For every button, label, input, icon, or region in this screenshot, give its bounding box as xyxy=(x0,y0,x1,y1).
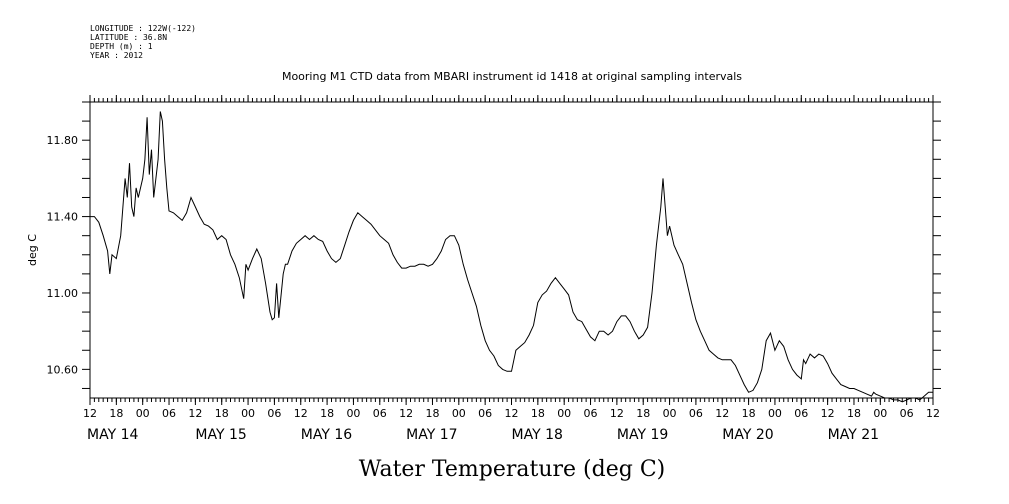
x-tick-label: 12 xyxy=(505,407,519,420)
x-tick-label: 00 xyxy=(346,407,360,420)
x-tick-label: 00 xyxy=(873,407,887,420)
day-label: MAY 21 xyxy=(828,427,879,443)
x-tick-label: 18 xyxy=(425,407,439,420)
day-labels: MAY 14 MAY 15 MAY 16 MAY 17 MAY 18 MAY 19 MAY … xyxy=(87,427,879,443)
x-tick-label: 12 xyxy=(188,407,202,420)
depth-label: DEPTH (m) : 1 xyxy=(90,42,153,51)
x-tick-label: 06 xyxy=(267,407,281,420)
chart-title: Mooring M1 CTD data from MBARI instrumen… xyxy=(282,70,742,83)
x-tick-label: 18 xyxy=(531,407,545,420)
y-tick-label: 10.60 xyxy=(47,363,79,376)
day-label: MAY 15 xyxy=(195,427,246,443)
x-tick-label: 18 xyxy=(320,407,334,420)
y-tick-label: 11.40 xyxy=(47,211,79,224)
x-tick-label: 00 xyxy=(452,407,466,420)
x-tick-label: 12 xyxy=(926,407,940,420)
day-label: MAY 14 xyxy=(87,427,138,443)
x-tick-label: 00 xyxy=(557,407,571,420)
x-tick-label: 18 xyxy=(109,407,123,420)
day-label: MAY 20 xyxy=(722,427,773,443)
x-tick-label: 18 xyxy=(215,407,229,420)
x-tick-label: 18 xyxy=(742,407,756,420)
plot-frame xyxy=(89,101,934,399)
x-tick-label: 12 xyxy=(294,407,308,420)
x-tick-label: 06 xyxy=(900,407,914,420)
x-tick-label: 00 xyxy=(136,407,150,420)
x-tick-label: 12 xyxy=(821,407,835,420)
x-tick-label: 18 xyxy=(847,407,861,420)
longitude-label: LONGITUDE : 122W(-122) xyxy=(90,24,196,33)
year-label: YEAR : 2012 xyxy=(90,51,143,60)
y-axis-label: deg C xyxy=(26,234,39,266)
x-tick-label: 12 xyxy=(399,407,413,420)
x-tick-labels: 12 18 00 06 12 18 00 06 12 18 00 06 12 18 00 06 12 18 00 06… xyxy=(83,407,940,420)
x-major-ticks xyxy=(89,95,934,405)
x-tick-label: 06 xyxy=(478,407,492,420)
y-ticks xyxy=(82,101,941,389)
day-label: MAY 18 xyxy=(512,427,563,443)
day-label: MAY 17 xyxy=(406,427,457,443)
x-axis-title: Water Temperature (deg C) xyxy=(359,457,666,482)
y-tick-labels: 10.60 11.00 11.40 11.80 xyxy=(47,134,79,376)
x-tick-label: 18 xyxy=(636,407,650,420)
x-minor-ticks xyxy=(89,98,934,402)
x-tick-label: 06 xyxy=(584,407,598,420)
x-tick-label: 06 xyxy=(162,407,176,420)
x-tick-label: 12 xyxy=(83,407,97,420)
x-tick-label: 12 xyxy=(715,407,729,420)
latitude-label: LATITUDE : 36.8N xyxy=(90,33,167,42)
y-tick-label: 11.00 xyxy=(47,287,79,300)
x-tick-label: 06 xyxy=(373,407,387,420)
day-label: MAY 16 xyxy=(301,427,352,443)
x-tick-label: 00 xyxy=(768,407,782,420)
x-tick-label: 06 xyxy=(794,407,808,420)
day-label: MAY 19 xyxy=(617,427,668,443)
x-tick-label: 00 xyxy=(241,407,255,420)
temperature-series-line xyxy=(90,111,933,403)
x-tick-label: 12 xyxy=(610,407,624,420)
x-tick-label: 06 xyxy=(689,407,703,420)
x-tick-label: 00 xyxy=(663,407,677,420)
y-tick-label: 11.80 xyxy=(47,134,79,147)
